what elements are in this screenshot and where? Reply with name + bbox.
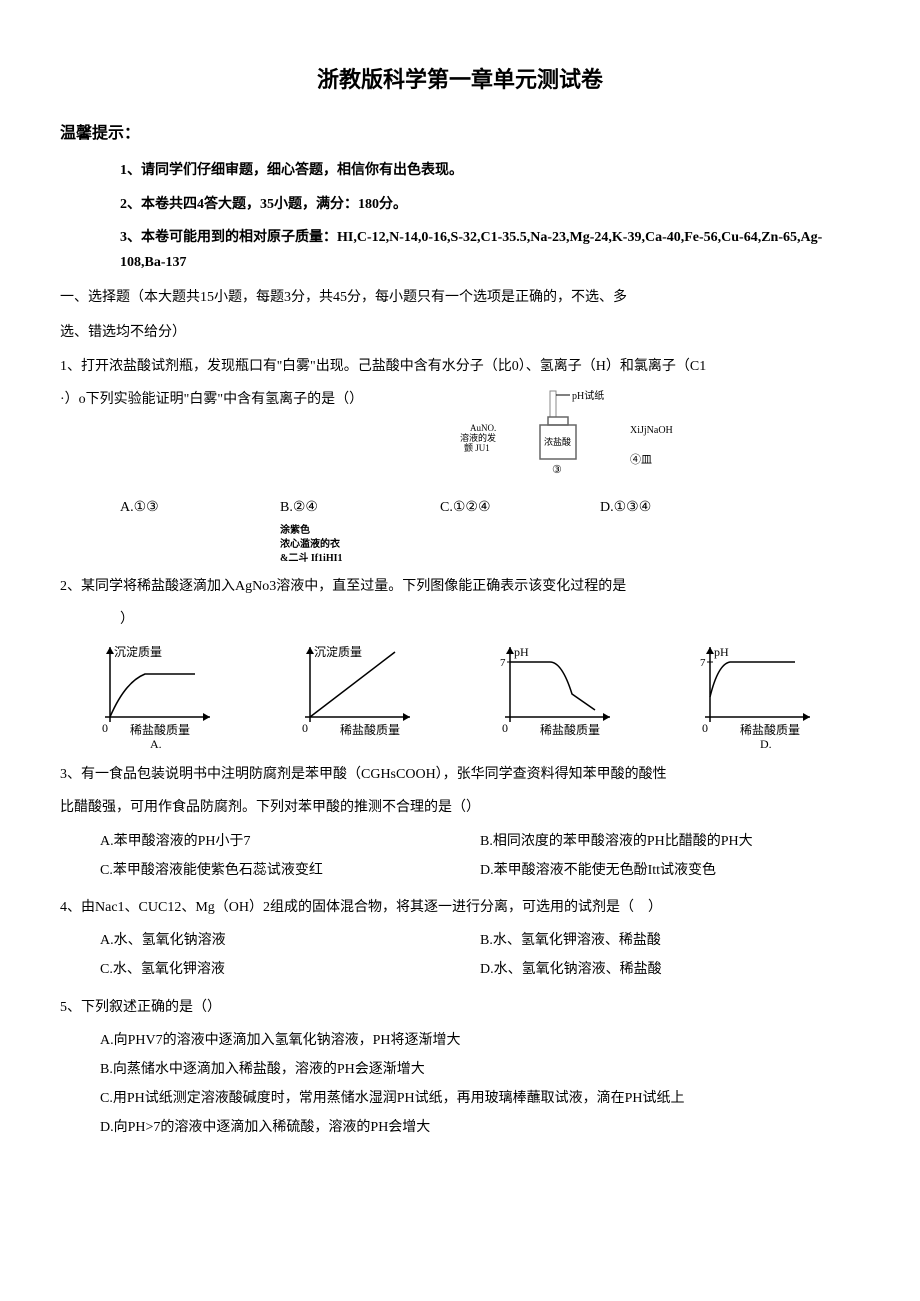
q2-graph-a: 沉淀质量 0 稀盐酸质量 A. bbox=[100, 642, 260, 752]
q4-option-c: C.水、氢氧化钾溶液 bbox=[100, 957, 480, 982]
q4-options: A.水、氢氧化钠溶液 B.水、氢氧化钾溶液、稀盐酸 C.水、氢氧化钾溶液 D.水… bbox=[60, 928, 860, 986]
q3-text1: 3、有一食品包装说明书中注明防腐剂是苯甲酸（CGHsCOOH），张华同学查资料得… bbox=[60, 762, 860, 787]
q2c-zero: 0 bbox=[502, 721, 508, 735]
q2-paren: ） bbox=[60, 607, 860, 632]
q1-extra2: &二斗 If1iHI1 bbox=[60, 552, 860, 566]
q1-diagram-row: ·）o下列实验能证明"白雾"中含有氢离子的是（） pH试纸 浓盐酸 ③ AuNO… bbox=[60, 387, 860, 487]
q1-option-c: C.①②④ bbox=[440, 495, 600, 520]
q2b-zero: 0 bbox=[302, 721, 308, 735]
section1-header-line2: 选、错选均不给分） bbox=[60, 320, 860, 345]
q2b-xlabel: 稀盐酸质量 bbox=[340, 722, 400, 737]
q1-diagram: pH试纸 浓盐酸 ③ AuNO. 溶液的发 颤 JU1 XiJjNaOH ④皿 bbox=[440, 387, 740, 487]
q5-option-c: C.用PH试纸测定溶液酸碱度时，常用蒸储水湿润PH试纸，再用玻璃棒蘸取试液，滴在… bbox=[100, 1086, 860, 1111]
q2d-xlabel: 稀盐酸质量 bbox=[740, 722, 800, 737]
instruction-3: 3、本卷可能用到的相对原子质量：HI,C-12,N-14,0-16,S-32,C… bbox=[60, 225, 860, 275]
q2a-xlabel: 稀盐酸质量 bbox=[130, 722, 190, 737]
instruction-2: 2、本卷共四4答大题，35小题，满分：180分。 bbox=[60, 192, 860, 217]
q2d-seven: 7 bbox=[700, 657, 706, 669]
q1-bottle-label: 浓盐酸 bbox=[544, 436, 571, 447]
q2a-zero: 0 bbox=[102, 721, 108, 735]
q2a-mark: A. bbox=[150, 737, 162, 751]
q2a-ylabel: 沉淀质量 bbox=[114, 645, 162, 659]
q2d-mark: D. bbox=[760, 737, 772, 751]
q2c-ylabel: pH bbox=[514, 645, 529, 659]
page-title: 浙教版科学第一章单元测试卷 bbox=[60, 60, 860, 100]
q2d-zero: 0 bbox=[702, 721, 708, 735]
q2d-ylabel: pH bbox=[714, 645, 729, 659]
q5-option-b: B.向蒸储水中逐滴加入稀盐酸，溶液的PH会逐渐增大 bbox=[100, 1057, 860, 1082]
q3-text2: 比醋酸强，可用作食品防腐剂。下列对苯甲酸的推测不合理的是（） bbox=[60, 795, 860, 820]
q5-option-d: D.向PH>7的溶液中逐滴加入稀硫酸，溶液的PH会增大 bbox=[100, 1115, 860, 1140]
q1-bottle-svg: pH试纸 浓盐酸 ③ AuNO. 溶液的发 颤 JU1 XiJjNaOH ④皿 bbox=[440, 387, 740, 487]
q5-text: 5、下列叙述正确的是（） bbox=[60, 995, 860, 1020]
q2b-ylabel: 沉淀质量 bbox=[314, 645, 362, 659]
q1-option-b: B.②④ bbox=[280, 495, 440, 520]
q4-option-a: A.水、氢氧化钠溶液 bbox=[100, 928, 480, 953]
q1-extra-purple: 涂紫色 bbox=[60, 524, 860, 538]
q1-agno3-l1: AuNO. bbox=[470, 423, 496, 433]
subtitle: 温馨提示： bbox=[60, 120, 860, 149]
instruction-1: 1、请同学们仔细审题，细心答题，相信你有出色表现。 bbox=[60, 158, 860, 183]
q1-extra1: 浓心滥液的衣 bbox=[60, 538, 860, 552]
q5-option-a: A.向PHV7的溶液中逐滴加入氢氧化钠溶液，PH将逐渐增大 bbox=[100, 1028, 860, 1053]
q3-options: A.苯甲酸溶液的PH小于7 B.相同浓度的苯甲酸溶液的PH比醋酸的PH大 C.苯… bbox=[60, 829, 860, 887]
section1-header-line1: 一、选择题（本大题共15小题，每题3分，共45分，每小题只有一个选项是正确的，不… bbox=[60, 285, 860, 310]
q1-text2: ·）o下列实验能证明"白雾"中含有氢离子的是（） bbox=[60, 387, 440, 412]
q4-text: 4、由Nac1、CUC12、Mg（OH）2组成的固体混合物，将其逐一进行分离，可… bbox=[60, 895, 860, 920]
q1-ph-label: pH试纸 bbox=[572, 389, 604, 402]
q1-options: A.①③ B.②④ C.①②④ D.①③④ bbox=[60, 495, 860, 524]
q2c-xlabel: 稀盐酸质量 bbox=[540, 722, 600, 737]
q3-option-b: B.相同浓度的苯甲酸溶液的PH比醋酸的PH大 bbox=[480, 829, 860, 854]
q2-graph-c: pH 7 0 稀盐酸质量 bbox=[500, 642, 660, 752]
q1-circle3: ③ bbox=[552, 464, 562, 476]
q1-agno3-l3: 颤 JU1 bbox=[464, 442, 490, 453]
q3-option-c: C.苯甲酸溶液能使紫色石蕊试液变红 bbox=[100, 858, 480, 883]
q2c-seven: 7 bbox=[500, 657, 506, 669]
q2-text: 2、某同学将稀盐酸逐滴加入AgNo3溶液中，直至过量。下列图像能正确表示该变化过… bbox=[60, 574, 860, 599]
q1-option-a: A.①③ bbox=[120, 495, 280, 520]
q1-naoh-label: XiJjNaOH bbox=[630, 425, 673, 436]
q4-option-d: D.水、氢氧化钠溶液、稀盐酸 bbox=[480, 957, 860, 982]
q3-option-a: A.苯甲酸溶液的PH小于7 bbox=[100, 829, 480, 854]
q4-option-b: B.水、氢氧化钾溶液、稀盐酸 bbox=[480, 928, 860, 953]
q1-agno3-l2: 溶液的发 bbox=[460, 432, 496, 443]
q5-options: A.向PHV7的溶液中逐滴加入氢氧化钠溶液，PH将逐渐增大 B.向蒸储水中逐滴加… bbox=[60, 1028, 860, 1145]
q2-graph-d: pH 7 0 稀盐酸质量 D. bbox=[700, 642, 860, 752]
q1-circle4: ④皿 bbox=[630, 453, 652, 466]
q2-graph-b: 沉淀质量 0 稀盐酸质量 bbox=[300, 642, 460, 752]
q1-text1: 1、打开浓盐酸试剂瓶，发现瓶口有''白雾"出现。己盐酸中含有水分子（比0）、氢离… bbox=[60, 354, 860, 379]
q1-option-d: D.①③④ bbox=[600, 495, 760, 520]
q2-graphs: 沉淀质量 0 稀盐酸质量 A. 沉淀质量 0 稀盐酸质量 pH 7 bbox=[60, 642, 860, 752]
q3-option-d: D.苯甲酸溶液不能使无色酚Itt试液变色 bbox=[480, 858, 860, 883]
